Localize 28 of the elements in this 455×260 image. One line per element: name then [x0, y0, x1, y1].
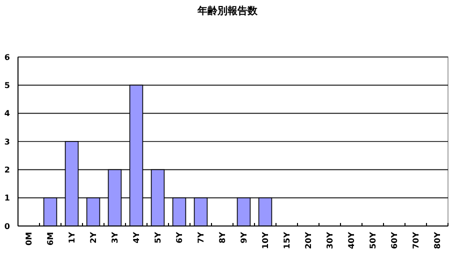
- x-tick-label: 30Y: [326, 232, 335, 249]
- x-tick-label: 15Y: [282, 232, 292, 249]
- x-tick-label: 6M: [46, 232, 56, 246]
- x-tick-label: 8Y: [218, 232, 228, 244]
- x-tick-label: 1Y: [68, 232, 77, 244]
- x-tick-label: 4Y: [132, 232, 142, 244]
- chart-title: 年齢別報告数: [196, 5, 258, 17]
- x-tick-label: 60Y: [390, 232, 400, 249]
- x-tick-label: 20Y: [304, 232, 314, 249]
- y-tick-label: 4: [4, 109, 10, 118]
- y-tick-label: 5: [4, 80, 10, 90]
- x-tick-label: 0M: [24, 232, 34, 246]
- x-tick-label: 50Y: [368, 232, 378, 249]
- y-tick-label: 1: [4, 194, 10, 203]
- x-tick-label: 2Y: [89, 232, 98, 244]
- y-tick-label: 0: [4, 222, 10, 231]
- x-tick-label: 6Y: [175, 232, 184, 244]
- x-tick-label: 9Y: [240, 232, 249, 244]
- y-tick-label: 6: [4, 52, 10, 62]
- y-tick-label: 3: [4, 137, 10, 146]
- x-tick-label: 3Y: [110, 232, 120, 244]
- x-tick-label: 70Y: [412, 232, 421, 249]
- x-tick-label: 10Y: [261, 232, 270, 249]
- x-tick-label: 5Y: [154, 232, 163, 244]
- y-tick-label: 2: [4, 165, 10, 174]
- x-tick-label: 40Y: [347, 232, 356, 249]
- x-tick-label: 80Y: [433, 232, 442, 249]
- x-tick-label: 7Y: [196, 232, 206, 244]
